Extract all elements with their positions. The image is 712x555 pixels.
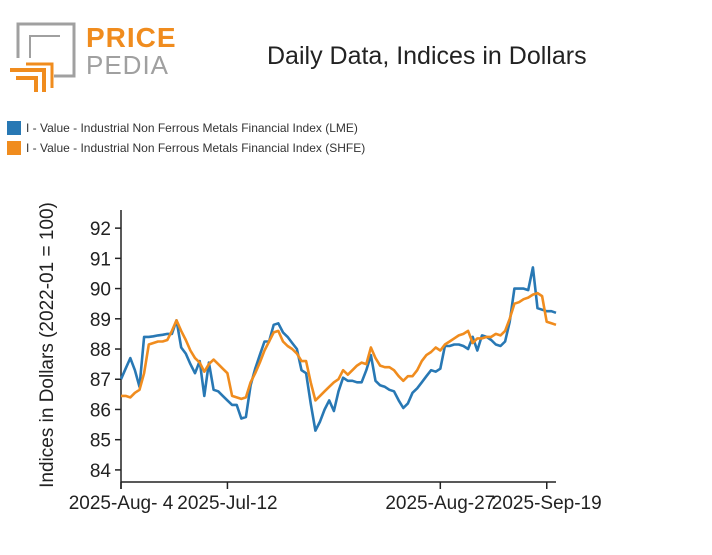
x-tick-label: 2025-Aug-27 [385,493,495,514]
y-tick-label: 87 [90,370,111,391]
legend-item-lme[interactable]: I - Value - Industrial Non Ferrous Metal… [7,118,365,138]
legend-swatch-shfe [7,141,21,155]
legend-label-shfe: I - Value - Industrial Non Ferrous Metal… [26,141,366,155]
series-line-shfe[interactable] [121,291,557,402]
series-line-lme[interactable] [119,266,557,432]
chart-title: Daily Data, Indices in Dollars [267,42,587,70]
legend-label-lme: I - Value - Industrial Non Ferrous Metal… [26,121,358,135]
y-tick-label: 89 [90,310,111,331]
y-tick-label: 88 [90,340,111,361]
logo-mark-icon [10,22,76,92]
logo-text-pedia: PEDIA [86,50,170,80]
x-tick-label: 2025-Aug- 4 [69,493,174,514]
legend-item-shfe[interactable]: I - Value - Industrial Non Ferrous Metal… [7,138,365,158]
x-tick-label: 2025-Jul-12 [177,493,277,514]
y-tick-label: 84 [90,461,112,482]
y-tick-label: 86 [90,400,111,421]
logo-text-price: PRICE [86,22,177,53]
y-tick-label: 91 [90,249,111,270]
legend-swatch-lme [7,121,21,135]
x-tick-label: 2025-Sep-19 [492,493,602,514]
y-tick-label: 92 [90,219,111,240]
pricepedia-logo: PRICE PEDIA [8,22,176,92]
chart-legend: I - Value - Industrial Non Ferrous Metal… [7,118,365,158]
y-tick-label: 90 [90,280,111,301]
y-tick-label: 85 [90,431,111,452]
y-axis-title: Indices in Dollars (2022-01 = 100) [37,202,58,488]
chart-series-lines [119,266,557,432]
